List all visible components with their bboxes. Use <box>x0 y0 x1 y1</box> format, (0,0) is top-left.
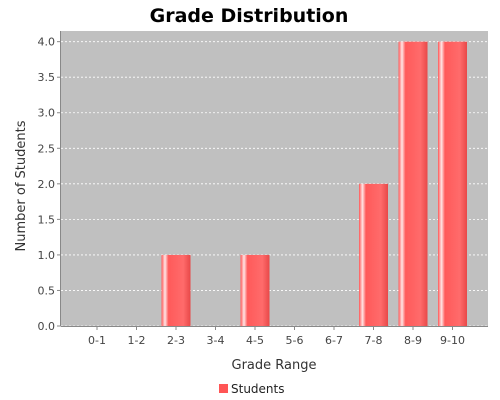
chart-title: Grade Distribution <box>150 5 349 27</box>
y-tick-label: 0.5 <box>38 284 56 297</box>
y-tick-label: 1.5 <box>38 213 56 226</box>
x-tick-label: 1-2 <box>128 334 146 347</box>
y-tick-label: 3.5 <box>38 71 56 84</box>
legend-swatch <box>219 384 228 393</box>
x-axis-label: Grade Range <box>232 358 317 373</box>
y-tick-label: 3.0 <box>38 107 56 120</box>
x-axis-ticks: 0-1 1-2 2-3 3-4 4-5 5-6 6-7 7-8 8-9 9-10 <box>88 326 465 347</box>
y-axis-ticks: 0.0 0.5 1.0 1.5 2.0 2.5 3.0 3.5 4.0 <box>38 36 61 333</box>
y-tick-label: 2.5 <box>38 142 56 155</box>
x-tick-label: 7-8 <box>365 334 383 347</box>
bars <box>161 41 467 326</box>
x-tick-label: 0-1 <box>88 334 106 347</box>
x-tick-label: 9-10 <box>440 334 465 347</box>
x-tick-label: 6-7 <box>325 334 343 347</box>
y-tick-label: 0.0 <box>38 320 56 333</box>
bar-2-3 <box>161 254 191 326</box>
bar-8-9 <box>398 41 428 326</box>
x-tick-label: 2-3 <box>167 334 185 347</box>
x-tick-label: 5-6 <box>286 334 304 347</box>
x-tick-label: 3-4 <box>207 334 225 347</box>
y-tick-label: 2.0 <box>38 178 56 191</box>
x-tick-label: 4-5 <box>246 334 264 347</box>
x-tick-label: 8-9 <box>404 334 422 347</box>
bar-9-10 <box>438 41 467 326</box>
axes <box>60 31 488 327</box>
legend-label: Students <box>231 382 285 396</box>
bar-7-8 <box>359 183 388 326</box>
bar-4-5 <box>240 254 270 326</box>
legend: Students <box>219 382 285 396</box>
y-tick-label: 1.0 <box>38 249 56 262</box>
y-tick-label: 4.0 <box>38 36 56 49</box>
y-axis-label: Number of Students <box>14 120 29 251</box>
